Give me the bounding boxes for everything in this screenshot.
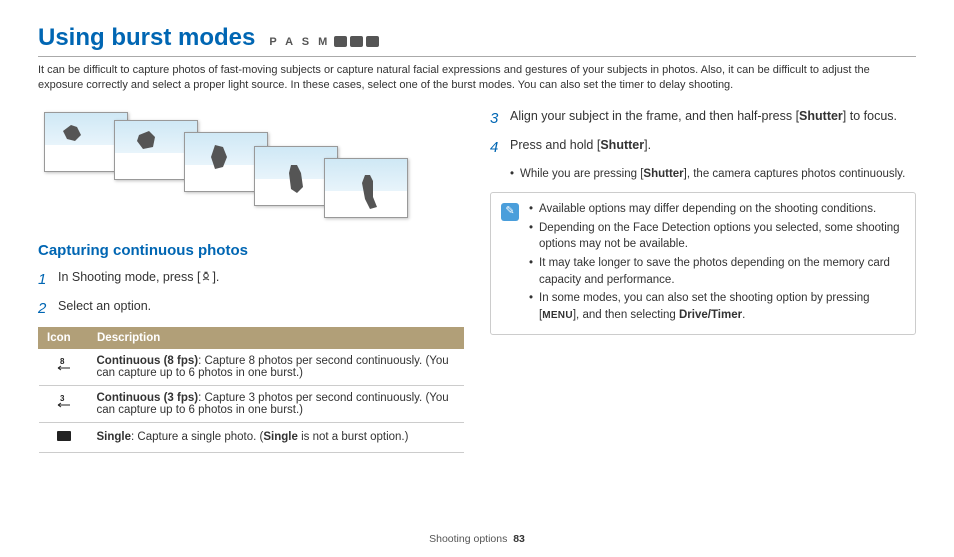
row-desc: Single: Capture a single photo. (Single … bbox=[89, 422, 464, 452]
footer-page-number: 83 bbox=[513, 533, 525, 545]
step-number: 4 bbox=[490, 137, 502, 158]
thumb-5 bbox=[324, 158, 408, 218]
burst-sequence-illustration bbox=[38, 112, 464, 222]
col-header-icon: Icon bbox=[39, 327, 89, 348]
text: Continuous (8 fps) bbox=[97, 355, 199, 367]
text: ], the camera captures photos continuous… bbox=[684, 168, 906, 180]
text: Drive/Timer bbox=[679, 309, 742, 321]
single-shot-icon bbox=[55, 429, 73, 443]
text: Continuous (3 fps) bbox=[97, 392, 199, 404]
step-1: 1 In Shooting mode, press []. bbox=[38, 269, 464, 290]
text: Press and hold [ bbox=[510, 138, 600, 152]
mode-icons bbox=[334, 36, 379, 47]
text: Single bbox=[97, 431, 132, 443]
page-title-row: Using burst modes P A S M bbox=[38, 24, 916, 52]
note-item: Available options may differ depending o… bbox=[529, 201, 905, 218]
mode-indicator: P A S M bbox=[269, 34, 378, 48]
step-4-sub: While you are pressing [Shutter], the ca… bbox=[510, 166, 916, 182]
text: : Capture a single photo. ( bbox=[131, 431, 263, 443]
step-number: 2 bbox=[38, 298, 50, 319]
step-number: 1 bbox=[38, 269, 50, 290]
step-3: 3 Align your subject in the frame, and t… bbox=[490, 108, 916, 129]
text: Shutter bbox=[600, 138, 644, 152]
continuous-8fps-icon: 8 bbox=[55, 356, 73, 374]
svg-text:8: 8 bbox=[60, 357, 65, 366]
mode-icon bbox=[350, 36, 363, 47]
note-item: Depending on the Face Detection options … bbox=[529, 220, 905, 253]
page-footer: Shooting options 83 bbox=[0, 533, 954, 545]
right-column: 3 Align your subject in the frame, and t… bbox=[490, 108, 916, 453]
text: is not a burst option.) bbox=[298, 431, 409, 443]
text: Single bbox=[263, 431, 298, 443]
step-text: Align your subject in the frame, and the… bbox=[510, 108, 916, 129]
title-divider bbox=[38, 56, 916, 57]
note-item: It may take longer to save the photos de… bbox=[529, 255, 905, 288]
text: ] to focus. bbox=[843, 109, 897, 123]
text: While you are pressing [Shutter], the ca… bbox=[520, 166, 905, 182]
text: . bbox=[742, 309, 745, 321]
row-icon bbox=[39, 422, 89, 452]
table-row: Single: Capture a single photo. (Single … bbox=[39, 422, 464, 452]
text: Shutter bbox=[643, 168, 683, 180]
text: ]. bbox=[212, 270, 219, 284]
row-desc: Continuous (3 fps): Capture 3 photos per… bbox=[89, 385, 464, 422]
text: ]. bbox=[644, 138, 651, 152]
note-item: In some modes, you can also set the shoo… bbox=[529, 290, 905, 323]
step-text: In Shooting mode, press []. bbox=[58, 269, 464, 290]
content-columns: Capturing continuous photos 1 In Shootin… bbox=[38, 108, 916, 453]
step-2: 2 Select an option. bbox=[38, 298, 464, 319]
text: In Shooting mode, press [ bbox=[58, 270, 200, 284]
menu-label: MENU bbox=[542, 310, 573, 321]
table-row: 8 Continuous (8 fps): Capture 8 photos p… bbox=[39, 348, 464, 385]
drive-timer-icon bbox=[200, 271, 212, 283]
col-header-desc: Description bbox=[89, 327, 464, 348]
table-row: 3 Continuous (3 fps): Capture 3 photos p… bbox=[39, 385, 464, 422]
row-icon: 3 bbox=[39, 385, 89, 422]
text: While you are pressing [ bbox=[520, 168, 643, 180]
row-icon: 8 bbox=[39, 348, 89, 385]
step-text: Select an option. bbox=[58, 298, 464, 319]
mode-icon bbox=[334, 36, 347, 47]
intro-paragraph: It can be difficult to capture photos of… bbox=[38, 63, 916, 94]
text: Shutter bbox=[799, 109, 843, 123]
row-desc: Continuous (8 fps): Capture 8 photos per… bbox=[89, 348, 464, 385]
mode-icon bbox=[366, 36, 379, 47]
page-title: Using burst modes bbox=[38, 24, 255, 52]
step-text: Press and hold [Shutter]. bbox=[510, 137, 916, 158]
options-table: Icon Description 8 Continuous (8 fps): C… bbox=[38, 327, 464, 453]
text: Align your subject in the frame, and the… bbox=[510, 109, 799, 123]
step-number: 3 bbox=[490, 108, 502, 129]
note-box: ✎ Available options may differ depending… bbox=[490, 192, 916, 335]
continuous-3fps-icon: 3 bbox=[55, 393, 73, 411]
left-column: Capturing continuous photos 1 In Shootin… bbox=[38, 108, 464, 453]
section-heading: Capturing continuous photos bbox=[38, 242, 464, 259]
note-icon: ✎ bbox=[501, 203, 519, 221]
svg-text:3: 3 bbox=[60, 394, 65, 403]
text: ], and then selecting bbox=[573, 309, 679, 321]
step-4: 4 Press and hold [Shutter]. bbox=[490, 137, 916, 158]
footer-section: Shooting options bbox=[429, 533, 507, 545]
mode-letters: P A S M bbox=[269, 36, 330, 48]
note-list: Available options may differ depending o… bbox=[529, 201, 905, 326]
